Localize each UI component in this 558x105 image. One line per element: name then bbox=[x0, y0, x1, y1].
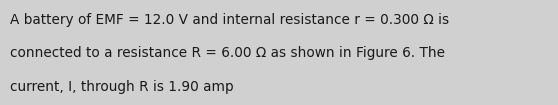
Text: connected to a resistance R = 6.00 Ω as shown in Figure 6. The: connected to a resistance R = 6.00 Ω as … bbox=[10, 46, 445, 60]
Text: A battery of EMF = 12.0 V and internal resistance r = 0.300 Ω is: A battery of EMF = 12.0 V and internal r… bbox=[10, 13, 449, 27]
Text: current, I, through R is 1.90 amp: current, I, through R is 1.90 amp bbox=[10, 80, 234, 94]
